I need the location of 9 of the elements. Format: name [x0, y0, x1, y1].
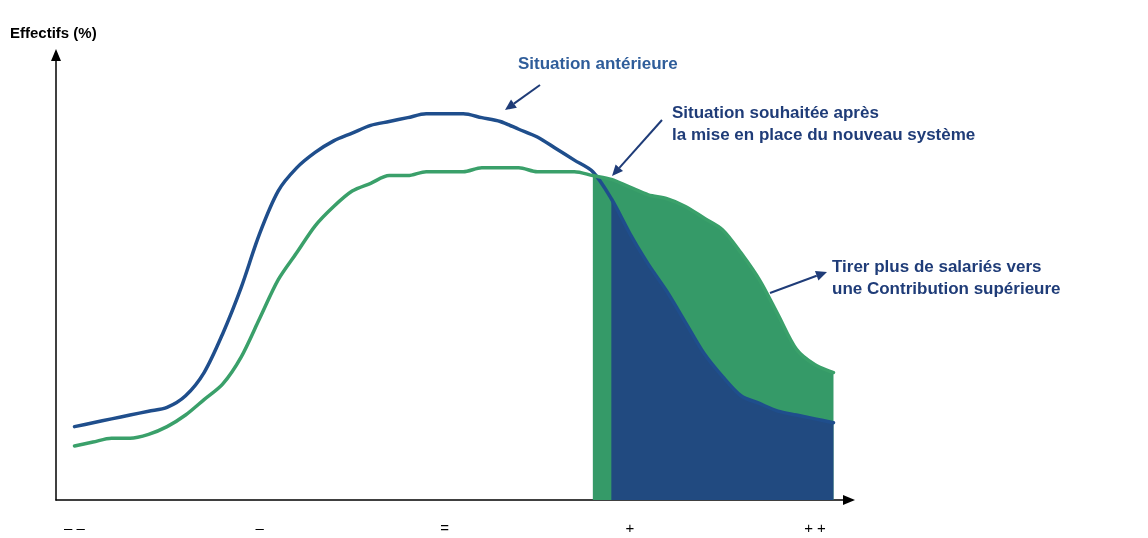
- x-tick-label: + +: [804, 519, 827, 536]
- y-axis-title: Effectifs (%): [10, 24, 97, 41]
- text: Situation antérieure: [518, 53, 678, 73]
- x-tick-label: +: [625, 519, 635, 536]
- x-tick-label: –: [255, 519, 265, 536]
- x-tick-label: =: [440, 519, 450, 536]
- annotation: Situation souhaitée après la mise en place du nouveau système: [672, 102, 976, 144]
- annotation: Tirer plus de salariés vers une Contribution supérieure: [832, 256, 1061, 298]
- x-tick-label: – –: [64, 519, 86, 536]
